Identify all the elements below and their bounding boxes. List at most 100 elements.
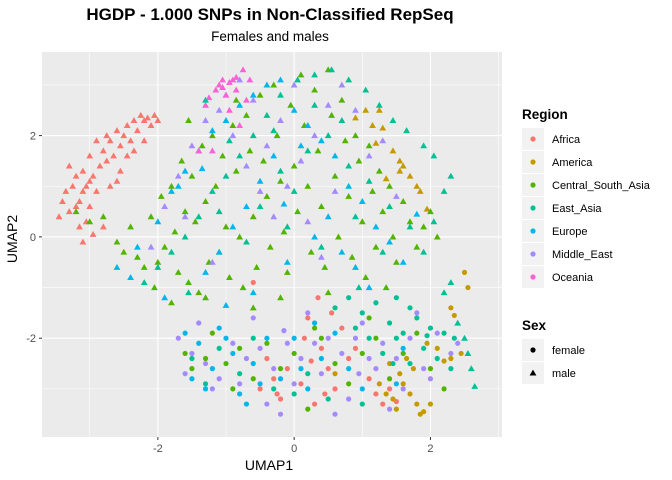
point-europe <box>345 182 353 189</box>
point-central-south-asia <box>237 345 243 351</box>
x-tick-label: 2 <box>427 443 433 455</box>
point-east-asia <box>345 162 353 169</box>
point-africa <box>120 132 128 139</box>
point-europe <box>298 366 304 372</box>
point-america <box>434 345 440 351</box>
point-east-asia <box>467 365 475 372</box>
point-middle-east <box>324 101 332 108</box>
point-east-asia <box>291 391 297 397</box>
point-europe <box>413 210 421 217</box>
point-europe <box>222 301 230 308</box>
point-east-asia <box>386 320 393 326</box>
point-middle-east <box>174 172 182 179</box>
point-central-south-asia <box>236 233 244 240</box>
data-points <box>55 66 479 417</box>
point-central-south-asia <box>406 218 414 225</box>
point-europe <box>399 258 407 265</box>
point-middle-east <box>346 396 352 402</box>
point-east-asia <box>338 116 346 123</box>
point-america <box>413 182 421 189</box>
point-europe <box>256 177 264 184</box>
point-middle-east <box>281 328 287 334</box>
point-africa <box>301 335 307 341</box>
point-europe <box>134 243 141 250</box>
point-africa <box>322 391 328 397</box>
point-central-south-asia <box>311 325 318 331</box>
point-middle-east <box>208 258 216 265</box>
point-east-asia <box>168 248 175 255</box>
point-central-south-asia <box>358 218 366 225</box>
point-europe <box>161 294 169 301</box>
point-africa <box>380 401 386 407</box>
point-america <box>424 340 430 346</box>
point-europe <box>208 127 216 134</box>
point-middle-east <box>304 218 312 225</box>
point-middle-east <box>277 411 284 417</box>
point-central-south-asia <box>359 350 365 357</box>
point-east-asia <box>283 223 291 230</box>
point-america <box>465 284 471 291</box>
point-central-south-asia <box>266 243 274 250</box>
point-middle-east <box>249 96 257 103</box>
point-central-south-asia <box>198 142 206 149</box>
point-central-south-asia <box>400 350 406 357</box>
point-central-south-asia <box>290 162 298 169</box>
point-middle-east <box>455 340 461 346</box>
point-middle-east <box>365 152 373 159</box>
point-east-asia <box>352 213 359 220</box>
point-central-south-asia <box>219 152 226 159</box>
point-oceania <box>229 76 237 83</box>
point-america <box>382 175 390 182</box>
point-central-south-asia <box>209 330 215 336</box>
point-europe <box>311 233 318 240</box>
point-east-asia <box>294 76 301 83</box>
point-europe <box>236 101 244 108</box>
point-central-south-asia <box>181 208 189 215</box>
point-central-south-asia <box>120 248 128 255</box>
legend-label: Central_South_Asia <box>552 180 651 192</box>
point-east-asia <box>324 132 332 139</box>
point-central-south-asia <box>414 330 420 336</box>
point-central-south-asia <box>263 192 271 199</box>
point-europe <box>250 360 256 367</box>
point-oceania <box>208 147 216 154</box>
point-europe <box>338 248 346 255</box>
point-africa <box>305 315 311 321</box>
point-east-asia <box>447 279 455 286</box>
point-middle-east <box>352 335 359 341</box>
point-america <box>461 269 468 275</box>
point-central-south-asia <box>311 86 318 93</box>
point-africa <box>298 381 304 387</box>
point-africa <box>257 386 263 392</box>
point-east-asia <box>390 360 396 367</box>
point-central-south-asia <box>331 172 339 179</box>
point-middle-east <box>243 162 250 169</box>
point-america <box>448 305 454 311</box>
point-oceania <box>205 94 213 101</box>
point-europe <box>291 335 297 341</box>
point-east-asia <box>355 284 363 291</box>
point-europe <box>331 152 339 159</box>
point-central-south-asia <box>232 96 240 103</box>
legend-key-america <box>530 159 536 165</box>
point-middle-east <box>414 310 420 316</box>
point-central-south-asia <box>277 366 284 372</box>
point-central-south-asia <box>185 116 192 123</box>
point-europe <box>127 274 134 280</box>
point-america <box>352 114 359 121</box>
point-europe <box>400 345 406 351</box>
point-east-asia <box>226 137 233 144</box>
point-east-asia <box>311 101 318 108</box>
point-africa <box>315 295 321 301</box>
point-america <box>375 106 383 113</box>
point-africa <box>55 213 63 220</box>
point-central-south-asia <box>399 198 407 204</box>
legend-key-europe <box>530 228 536 234</box>
point-africa <box>352 345 359 351</box>
point-central-south-asia <box>264 340 270 346</box>
point-east-asia <box>202 96 209 103</box>
point-africa <box>116 167 124 174</box>
point-central-south-asia <box>324 289 332 296</box>
point-europe <box>280 200 288 207</box>
point-europe <box>393 381 399 387</box>
